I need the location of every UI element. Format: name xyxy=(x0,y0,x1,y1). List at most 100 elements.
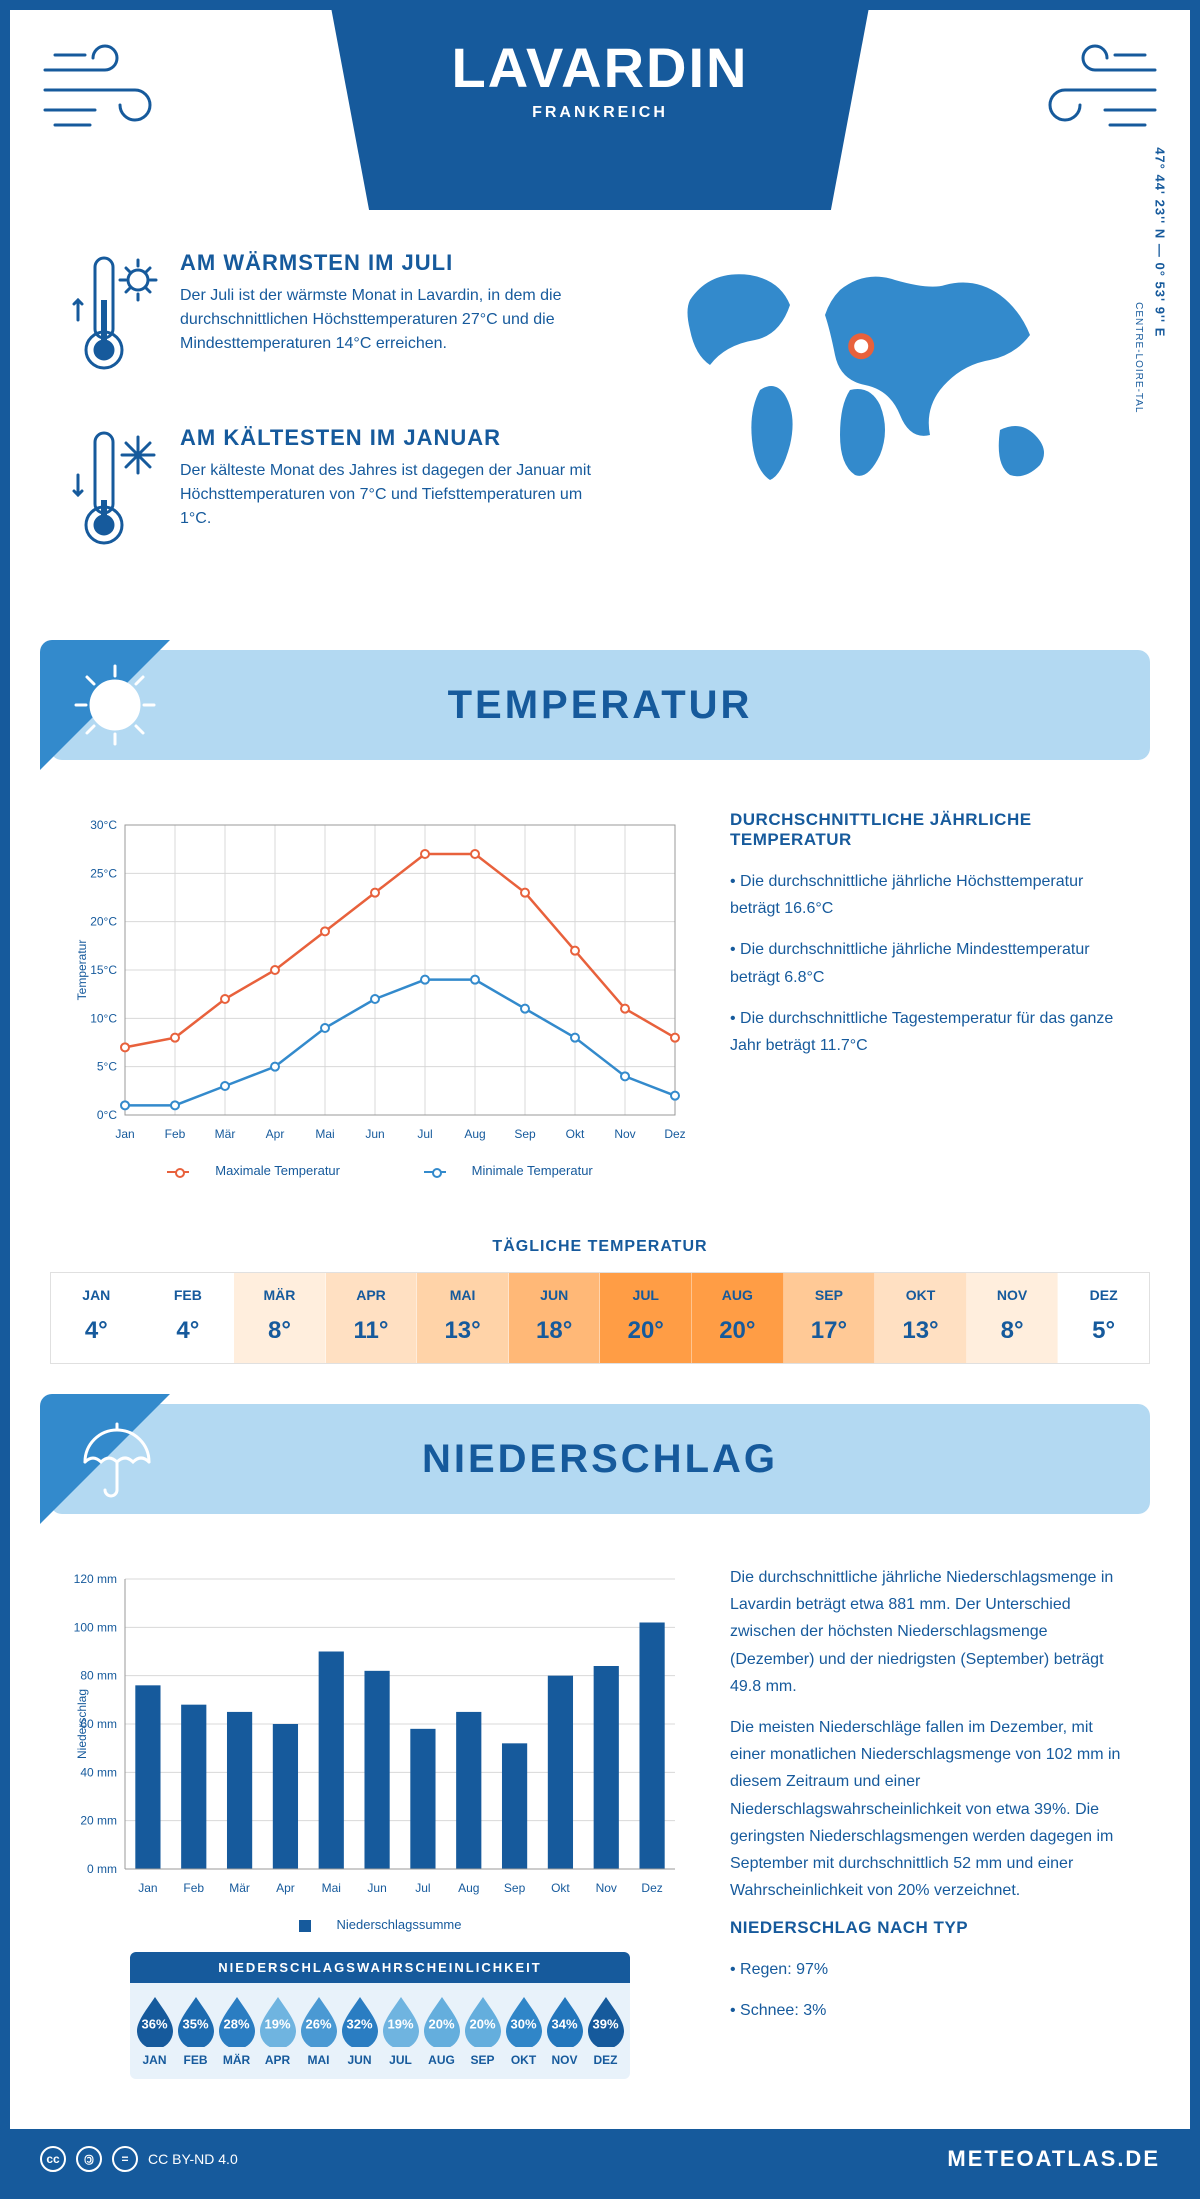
brand-text: METEOATLAS.DE xyxy=(947,2146,1160,2172)
world-map-icon xyxy=(650,250,1090,510)
temp-cell: DEZ5° xyxy=(1058,1273,1149,1363)
svg-text:Mär: Mär xyxy=(215,1127,236,1141)
svg-text:Mai: Mai xyxy=(315,1127,334,1141)
bullet-item: Die durchschnittliche Tagestemperatur fü… xyxy=(730,1005,1130,1059)
probability-cell: 20%SEP xyxy=(462,1995,503,2067)
map-column: 47° 44' 23'' N — 0° 53' 9'' E CENTRE-LOI… xyxy=(650,250,1130,600)
svg-text:120 mm: 120 mm xyxy=(74,1572,117,1586)
svg-text:Feb: Feb xyxy=(165,1127,186,1141)
temp-cell: JUL20° xyxy=(600,1273,692,1363)
probability-cell: 30%OKT xyxy=(503,1995,544,2067)
probability-cell: 19%JUL xyxy=(380,1995,421,2067)
probability-cell: 28%MÄR xyxy=(216,1995,257,2067)
coldest-title: AM KÄLTESTEN IM JANUAR xyxy=(180,425,610,451)
annual-temp-bullets: Die durchschnittliche jährliche Höchstte… xyxy=(730,868,1130,1059)
info-column: AM WÄRMSTEN IM JULI Der Juli ist der wär… xyxy=(70,250,610,600)
precipitation-heading: NIEDERSCHLAG xyxy=(422,1437,778,1482)
svg-text:Okt: Okt xyxy=(566,1127,585,1141)
footer: cc 🄯 = CC BY-ND 4.0 METEOATLAS.DE xyxy=(10,2129,1190,2189)
precipitation-summary: Die durchschnittliche jährliche Niedersc… xyxy=(730,1564,1130,2079)
temp-cell: APR11° xyxy=(326,1273,418,1363)
temp-cell: AUG20° xyxy=(692,1273,784,1363)
precip-type-bullets: Regen: 97%Schnee: 3% xyxy=(730,1956,1130,2024)
svg-text:Sep: Sep xyxy=(504,1881,526,1895)
svg-text:Jun: Jun xyxy=(367,1881,386,1895)
coordinates-text: 47° 44' 23'' N — 0° 53' 9'' E xyxy=(1153,147,1168,337)
svg-text:Aug: Aug xyxy=(464,1127,485,1141)
svg-text:Nov: Nov xyxy=(596,1881,617,1895)
city-title: LAVARDIN xyxy=(451,35,748,100)
probability-cell: 34%NOV xyxy=(544,1995,585,2067)
probability-cell: 36%JAN xyxy=(134,1995,175,2067)
svg-text:25°C: 25°C xyxy=(90,866,117,880)
svg-text:5°C: 5°C xyxy=(97,1060,117,1074)
temp-cell: JUN18° xyxy=(509,1273,601,1363)
probability-cell: 39%DEZ xyxy=(585,1995,626,2067)
svg-text:Apr: Apr xyxy=(266,1127,285,1141)
temp-cell: OKT13° xyxy=(875,1273,967,1363)
wind-icon xyxy=(40,40,190,140)
precipitation-section-header: NIEDERSCHLAG xyxy=(50,1404,1150,1514)
coldest-text: Der kälteste Monat des Jahres ist dagege… xyxy=(180,459,610,531)
license-block: cc 🄯 = CC BY-ND 4.0 xyxy=(40,2146,238,2172)
svg-text:0 mm: 0 mm xyxy=(87,1862,117,1876)
temp-cell: FEB4° xyxy=(143,1273,235,1363)
region-text: CENTRE-LOIRE-TAL xyxy=(1133,302,1144,413)
temperature-chart-row: 0°C5°C10°C15°C20°C25°C30°CJanFebMärAprMa… xyxy=(10,780,1190,1208)
thermometer-cold-icon xyxy=(70,425,160,560)
temperature-line-chart: 0°C5°C10°C15°C20°C25°C30°CJanFebMärAprMa… xyxy=(70,810,690,1178)
precip-para1: Die durchschnittliche jährliche Niedersc… xyxy=(730,1564,1130,1700)
daily-temp-table: JAN4°FEB4°MÄR8°APR11°MAI13°JUN18°JUL20°A… xyxy=(50,1272,1150,1364)
svg-text:Temperatur: Temperatur xyxy=(75,940,89,1001)
bullet-item: Die durchschnittliche jährliche Mindestt… xyxy=(730,936,1130,990)
svg-text:30°C: 30°C xyxy=(90,818,117,832)
title-banner: LAVARDIN FRANKREICH xyxy=(331,10,868,210)
svg-text:10°C: 10°C xyxy=(90,1011,117,1025)
svg-text:Dez: Dez xyxy=(641,1881,662,1895)
probability-title: NIEDERSCHLAGSWAHRSCHEINLICHKEIT xyxy=(130,1952,630,1983)
svg-text:Jan: Jan xyxy=(115,1127,134,1141)
svg-text:20°C: 20°C xyxy=(90,915,117,929)
warmest-text: Der Juli ist der wärmste Monat in Lavard… xyxy=(180,284,610,356)
svg-text:Jan: Jan xyxy=(138,1881,157,1895)
coldest-block: AM KÄLTESTEN IM JANUAR Der kälteste Mona… xyxy=(70,425,610,560)
probability-panel: NIEDERSCHLAGSWAHRSCHEINLICHKEIT 36%JAN35… xyxy=(130,1952,630,2079)
temperature-heading: TEMPERATUR xyxy=(448,683,753,728)
temp-cell: MÄR8° xyxy=(234,1273,326,1363)
precipitation-chart-row: 0 mm20 mm40 mm60 mm80 mm100 mm120 mmJanF… xyxy=(10,1534,1190,2109)
svg-text:Dez: Dez xyxy=(664,1127,685,1141)
svg-text:Mär: Mär xyxy=(229,1881,250,1895)
header: LAVARDIN FRANKREICH xyxy=(10,10,1190,210)
country-subtitle: FRANKREICH xyxy=(451,104,748,122)
svg-text:100 mm: 100 mm xyxy=(74,1620,117,1634)
top-info-row: AM WÄRMSTEN IM JULI Der Juli ist der wär… xyxy=(10,210,1190,630)
nd-icon: = xyxy=(112,2146,138,2172)
temp-cell: NOV8° xyxy=(967,1273,1059,1363)
probability-cell: 26%MAI xyxy=(298,1995,339,2067)
probability-cell: 19%APR xyxy=(257,1995,298,2067)
temp-cell: JAN4° xyxy=(51,1273,143,1363)
warmest-block: AM WÄRMSTEN IM JULI Der Juli ist der wär… xyxy=(70,250,610,385)
svg-text:Apr: Apr xyxy=(276,1881,295,1895)
svg-text:Okt: Okt xyxy=(551,1881,570,1895)
wind-icon xyxy=(1010,40,1160,140)
warmest-title: AM WÄRMSTEN IM JULI xyxy=(180,250,610,276)
bullet-item: Regen: 97% xyxy=(730,1956,1130,1983)
precip-type-heading: NIEDERSCHLAG NACH TYP xyxy=(730,1918,1130,1938)
svg-text:Mai: Mai xyxy=(322,1881,341,1895)
svg-text:Jul: Jul xyxy=(415,1881,430,1895)
precipitation-bar-chart: 0 mm20 mm40 mm60 mm80 mm100 mm120 mmJanF… xyxy=(70,1564,690,2079)
temp-cell: SEP17° xyxy=(784,1273,876,1363)
thermometer-hot-icon xyxy=(70,250,160,385)
svg-text:80 mm: 80 mm xyxy=(80,1669,117,1683)
bullet-item: Die durchschnittliche jährliche Höchstte… xyxy=(730,868,1130,922)
svg-text:Nov: Nov xyxy=(614,1127,635,1141)
svg-text:Jul: Jul xyxy=(417,1127,432,1141)
svg-text:Jun: Jun xyxy=(365,1127,384,1141)
daily-temp-title: TÄGLICHE TEMPERATUR xyxy=(10,1238,1190,1256)
precipitation-legend: Niederschlagssumme xyxy=(70,1917,690,1932)
by-icon: 🄯 xyxy=(76,2146,102,2172)
license-text: CC BY-ND 4.0 xyxy=(148,2151,238,2167)
probability-cell: 32%JUN xyxy=(339,1995,380,2067)
svg-text:Aug: Aug xyxy=(458,1881,479,1895)
